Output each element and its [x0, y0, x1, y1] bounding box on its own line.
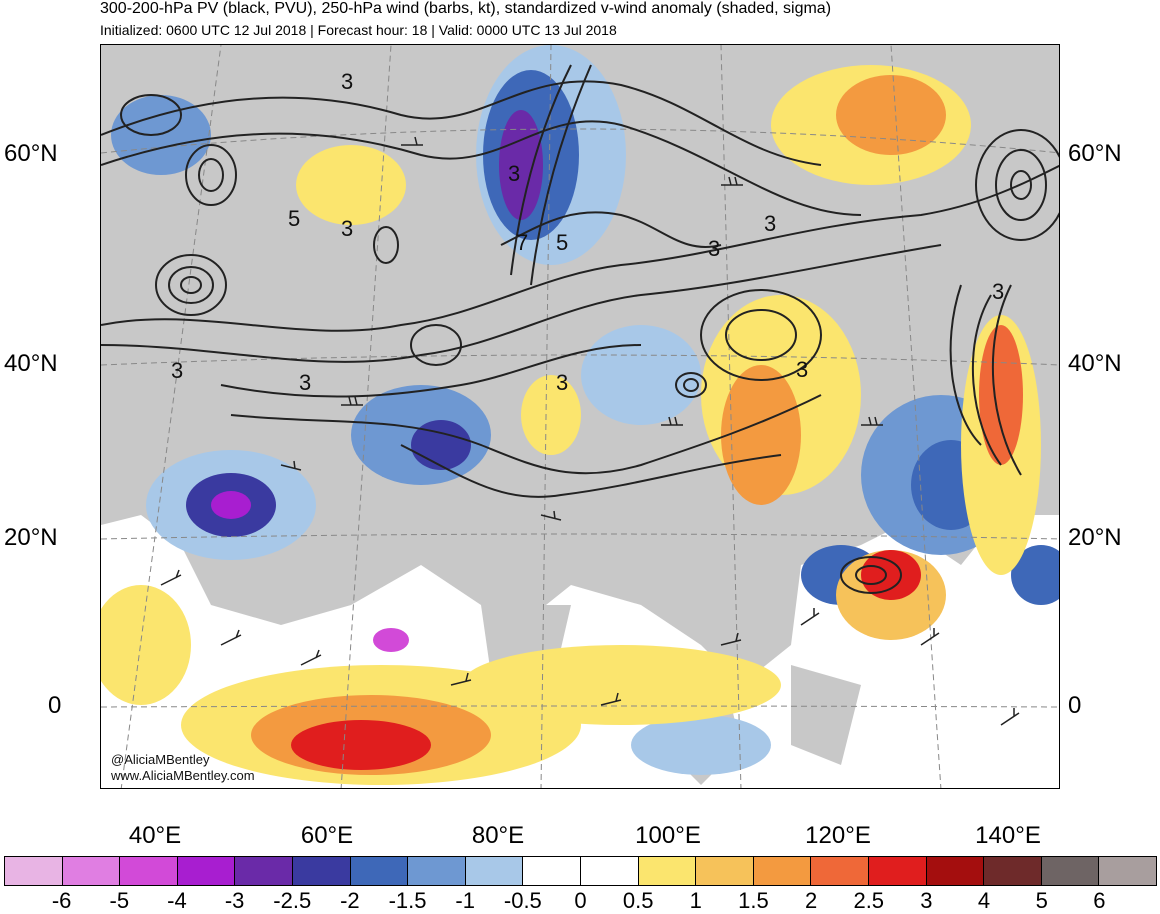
- contour-label: 3: [341, 216, 353, 241]
- lon-label: 140°E: [975, 822, 1041, 849]
- colorbar-cell: [811, 857, 869, 885]
- colorbar-cell: [1099, 857, 1156, 885]
- colorbar-label: -1.5: [388, 888, 427, 913]
- colorbar-label: -3: [224, 888, 245, 913]
- contour-label: 3: [992, 279, 1004, 304]
- contour-label: 3: [764, 211, 776, 236]
- colorbar-cell: [1041, 857, 1100, 885]
- colorbar-cell: [408, 857, 466, 885]
- contour-labels: 3 3 5 3 3 7 5 3 3 3 3 3 3: [171, 69, 1004, 395]
- colorbar: [4, 856, 1157, 886]
- colorbar-cell: [523, 857, 581, 885]
- map-panel: 3 3 5 3 3 7 5 3 3 3 3 3 3: [100, 44, 1060, 789]
- colorbar-label: -2: [340, 888, 360, 913]
- lon-label: 60°E: [300, 822, 354, 849]
- colorbar-label: 0.5: [622, 888, 654, 913]
- map-title: 300-200-hPa PV (black, PVU), 250-hPa win…: [100, 0, 832, 17]
- colorbar-label: 2.5: [853, 888, 885, 913]
- lon-label: 40°E: [128, 822, 182, 849]
- colorbar-label: 3: [920, 888, 933, 913]
- contour-label: 3: [299, 370, 311, 395]
- colorbar-cell: [120, 857, 178, 885]
- colorbar-cell: [350, 857, 409, 885]
- contour-label: 7: [516, 230, 528, 255]
- lat-label-left: 60°N: [4, 140, 58, 167]
- colorbar-label: -1: [455, 888, 475, 913]
- colorbar-label: -6: [51, 888, 72, 913]
- contour-label: 5: [556, 230, 568, 255]
- map-subtitle: Initialized: 0600 UTC 12 Jul 2018 | Fore…: [100, 22, 617, 38]
- colorbar-cell: [753, 857, 812, 885]
- colorbar-label: 4: [977, 888, 991, 913]
- graticule: [101, 45, 1059, 788]
- colorbar-label: 6: [1093, 888, 1106, 913]
- lat-label-right: 0: [1068, 692, 1082, 719]
- colorbar-cell: [292, 857, 351, 885]
- contour-label: 3: [708, 236, 720, 261]
- colorbar-label: -4: [167, 888, 187, 913]
- contour-label: 5: [288, 206, 300, 231]
- pv-contours: [101, 64, 1059, 594]
- credit-url: www.AliciaMBentley.com: [111, 768, 255, 783]
- lat-label-right: 20°N: [1068, 524, 1122, 551]
- colorbar-cell: [696, 857, 754, 885]
- lat-label-left: 20°N: [4, 524, 58, 551]
- contour-label: 3: [556, 370, 568, 395]
- colorbar-cell: [465, 857, 524, 885]
- lat-label-left: 40°N: [4, 350, 58, 377]
- lon-label: 120°E: [805, 822, 871, 849]
- colorbar-cell: [926, 857, 985, 885]
- map-canvas: 3 3 5 3 3 7 5 3 3 3 3 3 3: [101, 45, 1059, 788]
- colorbar-cell: [5, 857, 63, 885]
- lon-label: 100°E: [635, 822, 701, 849]
- colorbar-label: 1.5: [738, 888, 769, 913]
- wind-barbs: [160, 136, 1020, 726]
- colorbar-cell: [235, 857, 293, 885]
- lat-label-left: 0: [48, 692, 62, 719]
- colorbar-cell: [868, 857, 927, 885]
- colorbar-label: -5: [109, 888, 130, 913]
- lat-label-right: 60°N: [1068, 140, 1122, 167]
- lon-label: 80°E: [471, 822, 525, 849]
- contour-label: 3: [508, 161, 520, 186]
- colorbar-cell: [177, 857, 236, 885]
- colorbar-label: -2.5: [273, 888, 312, 913]
- colorbar-cell: [580, 857, 639, 885]
- contour-label: 3: [796, 357, 808, 382]
- colorbar-cell: [62, 857, 121, 885]
- colorbar-cell: [984, 857, 1042, 885]
- positive-anomaly-layer: [101, 65, 1041, 785]
- contour-label: 3: [341, 69, 353, 94]
- contour-label: 3: [171, 358, 183, 383]
- colorbar-cell: [638, 857, 697, 885]
- colorbar-label: 1: [689, 888, 702, 913]
- lat-label-right: 40°N: [1068, 350, 1122, 377]
- colorbar-label: 5: [1035, 888, 1048, 913]
- colorbar-label: 2: [804, 888, 818, 913]
- credit-handle: @AliciaMBentley: [111, 752, 210, 767]
- colorbar-label: -0.5: [503, 888, 542, 913]
- colorbar-label: 0: [574, 888, 587, 913]
